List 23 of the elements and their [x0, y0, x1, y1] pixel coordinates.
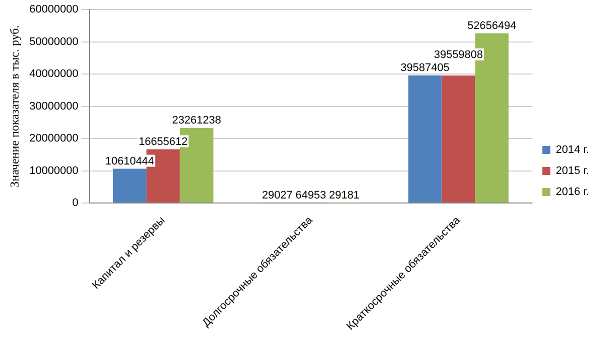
y-tick-label: 60000000 [29, 4, 78, 16]
y-tick-label: 30000000 [29, 100, 78, 112]
data-label: 39559808 [434, 48, 483, 61]
data-label: 29027 [262, 189, 293, 202]
data-label: 10610444 [105, 155, 154, 168]
legend-label: 2014 г. [556, 144, 590, 156]
y-axis-title: Значение показателя в тыс. руб. [7, 25, 22, 188]
y-tick-label: 0 [72, 197, 78, 210]
bar [408, 75, 442, 202]
y-tick-label: 10000000 [29, 164, 78, 177]
data-label: 16655612 [138, 136, 188, 148]
bar [442, 75, 476, 202]
data-label: 23261238 [172, 114, 222, 127]
legend-label: 2015 г. [556, 165, 590, 178]
data-label: 52656494 [467, 20, 516, 32]
data-label: 39587405 [400, 62, 450, 74]
y-tick-label: 40000000 [29, 68, 78, 80]
bar [112, 168, 146, 202]
legend-label: 2016 г. [556, 186, 590, 198]
data-label: 29181 [328, 189, 360, 202]
data-label: 64953 [296, 189, 326, 202]
y-tick-label: 20000000 [29, 132, 78, 145]
y-tick-label: 50000000 [29, 36, 78, 48]
